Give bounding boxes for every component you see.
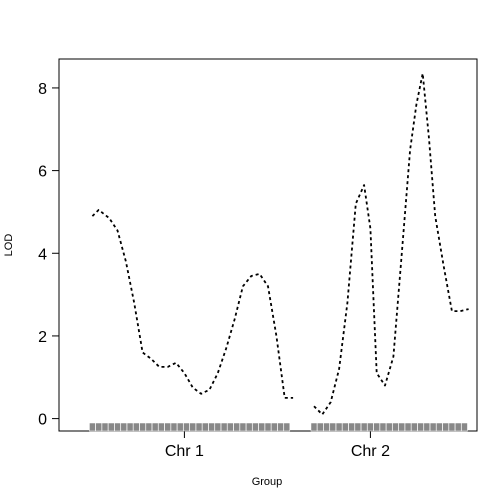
y-axis-label: LOD [3,234,15,257]
marker-tick [202,422,209,432]
marker-tick [354,422,362,432]
marker-tick [133,422,140,432]
marker-tick [342,422,349,432]
marker-tick [417,422,424,432]
marker-tick [214,422,222,432]
marker-tick [329,422,337,432]
marker-tick [101,422,109,432]
marker-tick [252,422,259,432]
marker-tick [108,422,115,432]
marker-tick [158,422,165,432]
marker-tick [323,422,330,432]
marker-tick [145,422,153,432]
marker-tick [385,422,393,432]
marker-tick [277,422,284,432]
marker-tick [245,422,253,432]
marker-tick [176,422,184,432]
y-tick-label: 6 [38,164,47,181]
marker-tick [335,422,343,432]
marker-tick [170,422,178,432]
marker-tick [411,422,418,432]
marker-tick [360,422,368,432]
marker-tick [454,422,462,432]
y-tick-label: 4 [38,246,47,263]
x-tick-label: Chr 2 [351,443,390,460]
marker-tick [373,422,380,432]
y-tick-label: 2 [38,329,47,346]
marker-tick [227,422,234,432]
x-axis-label: Group [252,476,283,488]
marker-tick [348,422,355,432]
marker-tick [392,422,399,432]
marker-tick [233,422,240,432]
y-tick-label: 0 [38,412,47,429]
marker-tick [264,422,272,432]
marker-tick [164,422,171,432]
y-axis: 0 2 4 6 8 [38,81,59,429]
marker-tick [429,422,437,432]
y-tick-label: 8 [38,81,47,98]
marker-tick [310,422,318,432]
marker-tick [271,422,278,432]
marker-tick [120,422,128,432]
marker-tick [126,422,134,432]
lod-series [91,72,469,416]
marker-tick [195,422,203,432]
marker-tick [367,422,374,432]
marker-tick [183,422,190,432]
marker-tick [317,422,324,432]
x-axis: Chr 1 Chr 2 [165,431,390,460]
marker-tick [208,422,215,432]
marker-tick [379,422,387,432]
marker-tick [283,422,291,432]
marker-tick [189,422,197,432]
marker-rug [89,422,468,432]
marker-tick [448,422,456,432]
marker-tick [95,422,102,432]
marker-tick [139,422,146,432]
x-tick-label: Chr 1 [165,443,204,460]
lod-curve [313,72,469,416]
marker-tick [220,422,228,432]
marker-tick [404,422,412,432]
marker-tick [423,422,431,432]
marker-tick [89,422,96,432]
marker-tick [114,422,121,432]
marker-tick [461,422,468,432]
marker-tick [239,422,247,432]
marker-tick [151,422,159,432]
marker-tick [436,422,443,432]
marker-tick [258,422,265,432]
marker-tick [442,422,449,432]
marker-tick [398,422,406,432]
